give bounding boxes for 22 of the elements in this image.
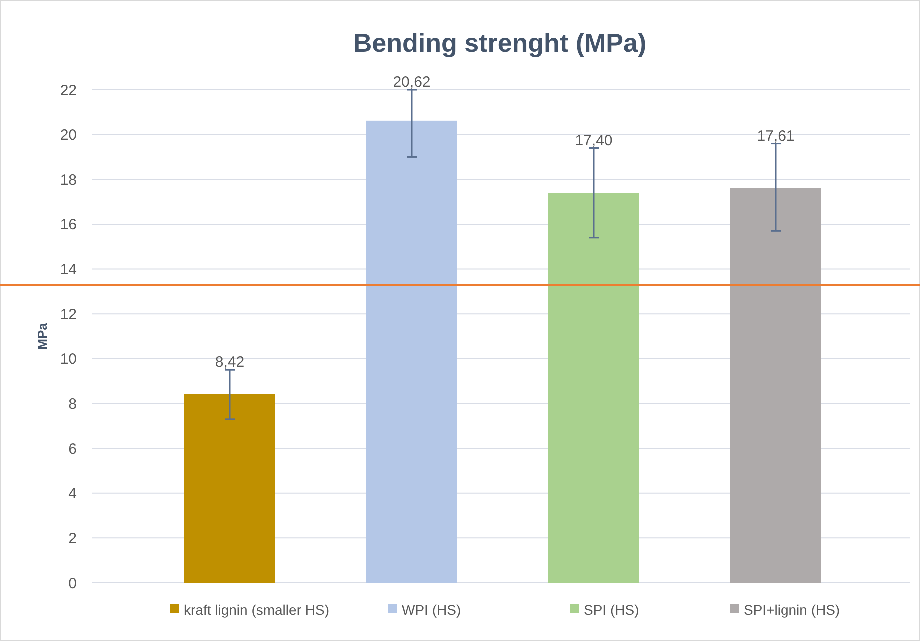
legend-label: SPI (HS) <box>584 602 640 618</box>
y-tick-label: 4 <box>68 486 77 503</box>
y-tick-label: 10 <box>60 351 77 368</box>
y-axis-title: MPa <box>35 322 50 350</box>
y-tick-label: 14 <box>60 262 77 279</box>
y-tick-label: 2 <box>68 530 77 548</box>
y-tick-label: 12 <box>60 306 77 324</box>
y-tick-label: 0 <box>68 575 77 592</box>
y-tick-label: 20 <box>60 127 77 144</box>
data-label: 17,61 <box>757 128 795 145</box>
data-label: 8,42 <box>215 354 245 372</box>
data-label: 17,40 <box>575 132 613 150</box>
y-tick-label: 16 <box>60 216 77 234</box>
y-tick-label: 22 <box>60 82 77 100</box>
y-tick-label: 8 <box>68 396 77 413</box>
data-label: 20,62 <box>393 74 431 91</box>
legend-label: SPI+lignin (HS) <box>744 602 840 618</box>
y-tick-label: 18 <box>60 172 77 189</box>
legend-label: WPI (HS) <box>402 602 462 618</box>
chart-title: Bending strenght (MPa) <box>353 28 647 58</box>
y-tick-label: 6 <box>68 440 77 458</box>
legend-label: kraft lignin (smaller HS) <box>184 602 330 618</box>
